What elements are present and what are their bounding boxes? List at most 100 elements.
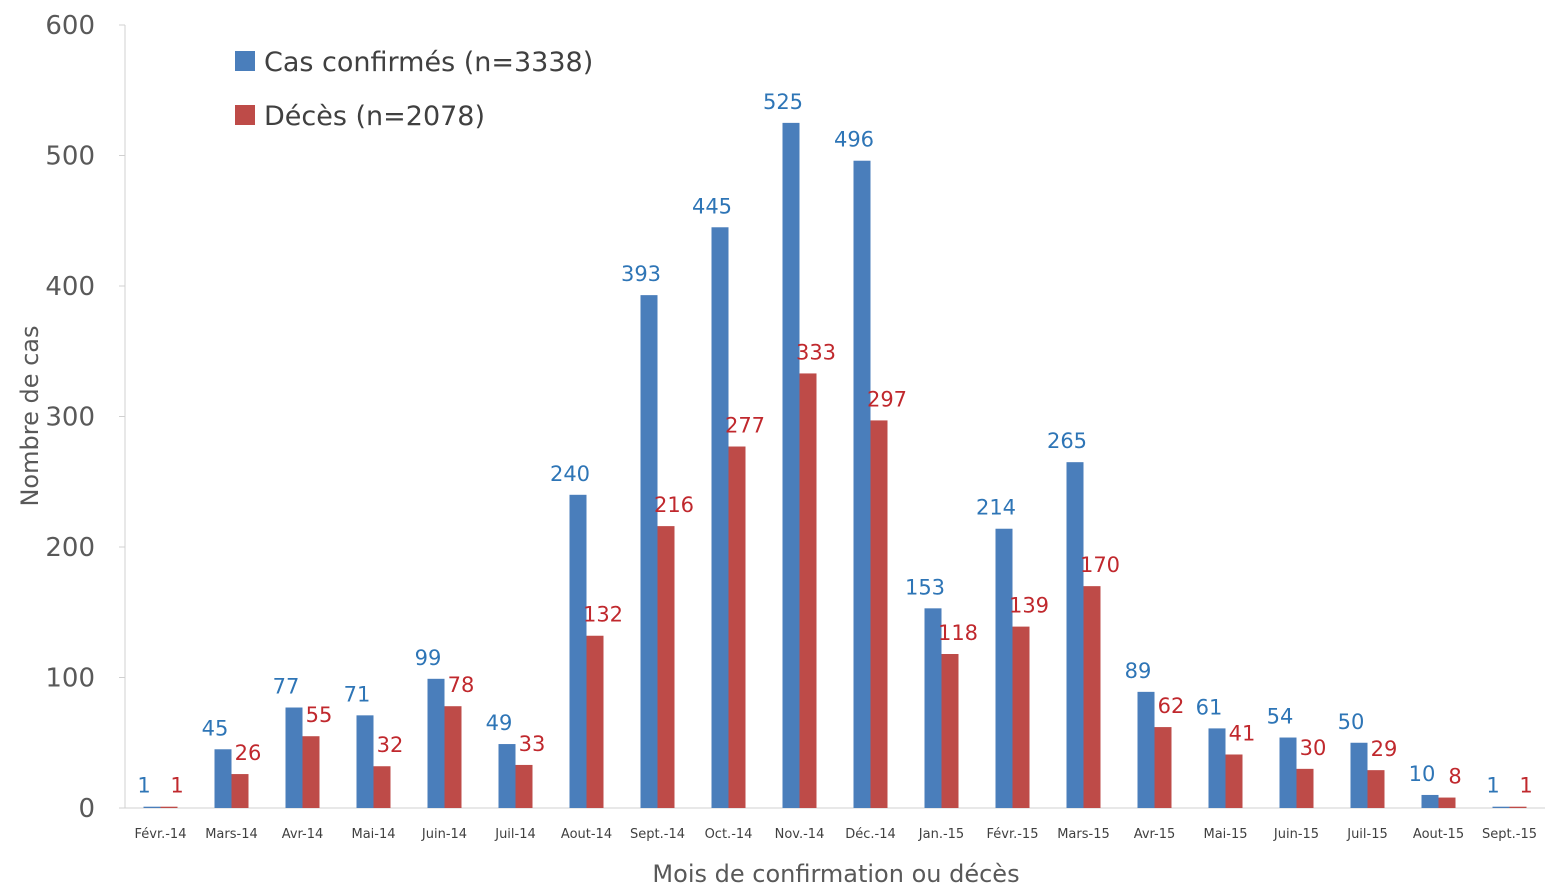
y-tick-label: 500: [45, 142, 95, 172]
bar-deaths: [515, 764, 533, 808]
bar-deaths: [799, 373, 817, 808]
x-tick-label: Mai-14: [351, 827, 395, 842]
y-tick-label: 100: [45, 664, 95, 694]
bar-confirmed: [356, 715, 374, 808]
bar-deaths: [870, 420, 888, 808]
data-label-deaths: 118: [938, 621, 978, 645]
bar-deaths: [373, 766, 391, 808]
data-label-confirmed: 50: [1338, 710, 1365, 734]
data-label-deaths: 216: [654, 493, 694, 517]
legend-swatch-confirmed: [235, 51, 255, 71]
y-tick-label: 0: [78, 794, 95, 824]
bar-deaths: [941, 654, 959, 808]
x-tick-label: Juil-15: [1346, 827, 1388, 842]
data-label-confirmed: 153: [905, 575, 945, 599]
data-label-confirmed: 1: [1486, 774, 1499, 798]
bar-confirmed: [1279, 737, 1297, 808]
bar-confirmed: [782, 122, 800, 808]
y-tick-label: 300: [45, 403, 95, 433]
data-label-confirmed: 240: [550, 462, 590, 486]
bar-confirmed: [1350, 742, 1368, 808]
bar-deaths: [1083, 586, 1101, 808]
data-label-deaths: 139: [1009, 594, 1049, 618]
data-label-deaths: 32: [377, 733, 404, 757]
data-label-confirmed: 445: [692, 194, 732, 218]
bar-confirmed: [1421, 794, 1439, 808]
bar-confirmed: [214, 749, 232, 808]
bar-confirmed: [1492, 806, 1510, 808]
x-tick-label: Juin-15: [1273, 827, 1319, 842]
bar-deaths: [1367, 770, 1385, 808]
bar-confirmed: [285, 707, 303, 808]
data-label-deaths: 78: [448, 673, 475, 697]
data-label-confirmed: 77: [273, 675, 300, 699]
legend: Cas confirmés (n=3338) Décès (n=2078): [235, 47, 593, 132]
bar-confirmed: [640, 295, 658, 808]
data-label-deaths: 30: [1300, 736, 1327, 760]
x-axis-ticks: Févr.-14 Mars-14 Avr-14 Mai-14 Juin-14 Juil-1…: [135, 827, 1537, 842]
data-label-deaths: 297: [867, 387, 907, 411]
bar-deaths: [728, 446, 746, 808]
bar-deaths: [160, 806, 178, 808]
data-label-confirmed: 71: [344, 682, 371, 706]
data-label-confirmed: 525: [763, 90, 803, 114]
bar-confirmed: [924, 608, 942, 808]
legend-label-confirmed: Cas confirmés (n=3338): [264, 47, 593, 78]
data-label-confirmed: 265: [1047, 429, 1087, 453]
y-tick-label: 600: [45, 11, 95, 41]
bar-confirmed: [143, 806, 161, 808]
bar-confirmed: [427, 678, 445, 808]
data-label-deaths: 1: [1519, 774, 1532, 798]
y-tick-label: 400: [45, 272, 95, 302]
y-axis-title: Nombre de cas: [16, 325, 44, 506]
data-label-deaths: 62: [1158, 694, 1185, 718]
bar-deaths: [1225, 754, 1243, 808]
data-label-deaths: 277: [725, 414, 765, 438]
bar-deaths: [1296, 768, 1314, 808]
x-tick-label: Aout-15: [1413, 827, 1464, 842]
data-label-deaths: 333: [796, 340, 836, 364]
bar-deaths: [444, 706, 462, 808]
x-tick-label: Mai-15: [1203, 827, 1247, 842]
x-tick-label: Avr-14: [282, 827, 324, 842]
data-label-deaths: 55: [306, 703, 333, 727]
bar-confirmed: [1208, 728, 1226, 808]
data-label-deaths: 132: [583, 603, 623, 627]
data-label-deaths: 26: [235, 741, 262, 765]
data-label-confirmed: 45: [202, 716, 229, 740]
bar-deaths: [1154, 727, 1172, 808]
x-tick-label: Aout-14: [561, 827, 612, 842]
legend-swatch-deaths: [235, 105, 255, 125]
data-label-deaths: 1: [170, 774, 183, 798]
x-tick-label: Sept.-14: [630, 827, 685, 842]
legend-label-deaths: Décès (n=2078): [264, 101, 485, 132]
data-label-deaths: 170: [1080, 553, 1120, 577]
data-label-confirmed: 49: [486, 711, 513, 735]
data-label-confirmed: 54: [1267, 705, 1294, 729]
data-label-confirmed: 214: [976, 496, 1016, 520]
x-tick-label: Avr-15: [1134, 827, 1176, 842]
x-tick-label: Févr.-15: [987, 827, 1039, 842]
data-label-confirmed: 496: [834, 128, 874, 152]
bar-deaths: [1438, 797, 1456, 808]
x-tick-label: Jan.-15: [918, 827, 964, 842]
bar-confirmed: [711, 227, 729, 808]
data-label-confirmed: 1: [137, 774, 150, 798]
bar-deaths: [586, 635, 604, 808]
x-tick-label: Mars-14: [205, 827, 258, 842]
bar-deaths: [1012, 626, 1030, 808]
y-axis-ticks: 0 100 200 300 400 500 600: [45, 11, 125, 824]
x-axis-title: Mois de confirmation ou décès: [652, 860, 1019, 888]
data-label-confirmed: 99: [415, 646, 442, 670]
bars: [143, 122, 1527, 809]
bar-confirmed: [569, 494, 587, 808]
data-labels: 1 45 77 71 99 49 240 393 445 525 496 153 214 265 89 61 5…: [137, 90, 1532, 798]
bar-deaths: [1509, 806, 1527, 808]
bar-confirmed: [498, 744, 516, 808]
bar-confirmed: [995, 528, 1013, 808]
bar-confirmed: [853, 160, 871, 809]
bar-deaths: [231, 774, 249, 808]
x-tick-label: Nov.-14: [775, 827, 825, 842]
y-tick-label: 200: [45, 533, 95, 563]
